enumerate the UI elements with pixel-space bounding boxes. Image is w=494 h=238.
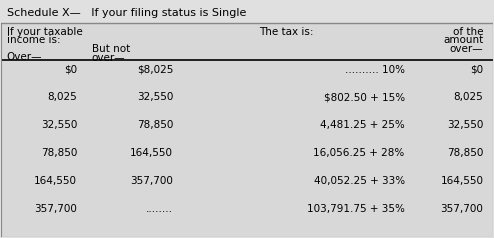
Text: amount: amount xyxy=(443,35,484,45)
Text: The tax is:: The tax is: xyxy=(259,27,314,37)
Text: 78,850: 78,850 xyxy=(41,148,77,158)
Text: 78,850: 78,850 xyxy=(447,148,484,158)
Text: over—: over— xyxy=(450,45,484,55)
Text: 16,056.25 + 28%: 16,056.25 + 28% xyxy=(313,148,405,158)
Text: 357,700: 357,700 xyxy=(130,176,173,186)
Text: $0: $0 xyxy=(470,64,484,74)
Text: $802.50 + 15%: $802.50 + 15% xyxy=(324,93,405,103)
Text: 32,550: 32,550 xyxy=(137,93,173,103)
Text: If your taxable: If your taxable xyxy=(6,27,82,37)
Text: 40,052.25 + 33%: 40,052.25 + 33% xyxy=(314,176,405,186)
Text: 8,025: 8,025 xyxy=(453,93,484,103)
Text: 164,550: 164,550 xyxy=(34,176,77,186)
Text: ........: ........ xyxy=(146,204,173,214)
Text: 8,025: 8,025 xyxy=(47,93,77,103)
Text: over—: over— xyxy=(92,53,125,63)
Text: 103,791.75 + 35%: 103,791.75 + 35% xyxy=(307,204,405,214)
Text: 164,550: 164,550 xyxy=(441,176,484,186)
Text: But not: But not xyxy=(92,45,130,55)
Text: 164,550: 164,550 xyxy=(130,148,173,158)
Text: 357,700: 357,700 xyxy=(441,204,484,214)
Text: 32,550: 32,550 xyxy=(41,120,77,130)
Text: of the: of the xyxy=(453,27,484,37)
Text: Schedule X—   If your filing status is Single: Schedule X— If your filing status is Sin… xyxy=(6,8,246,18)
Text: income is:: income is: xyxy=(6,35,60,45)
Text: .......... 10%: .......... 10% xyxy=(345,64,405,74)
Text: 78,850: 78,850 xyxy=(137,120,173,130)
Text: Over—: Over— xyxy=(6,52,42,62)
Text: 357,700: 357,700 xyxy=(34,204,77,214)
Text: 4,481.25 + 25%: 4,481.25 + 25% xyxy=(320,120,405,130)
Text: $8,025: $8,025 xyxy=(137,64,173,74)
Text: $0: $0 xyxy=(64,64,77,74)
Text: 32,550: 32,550 xyxy=(447,120,484,130)
